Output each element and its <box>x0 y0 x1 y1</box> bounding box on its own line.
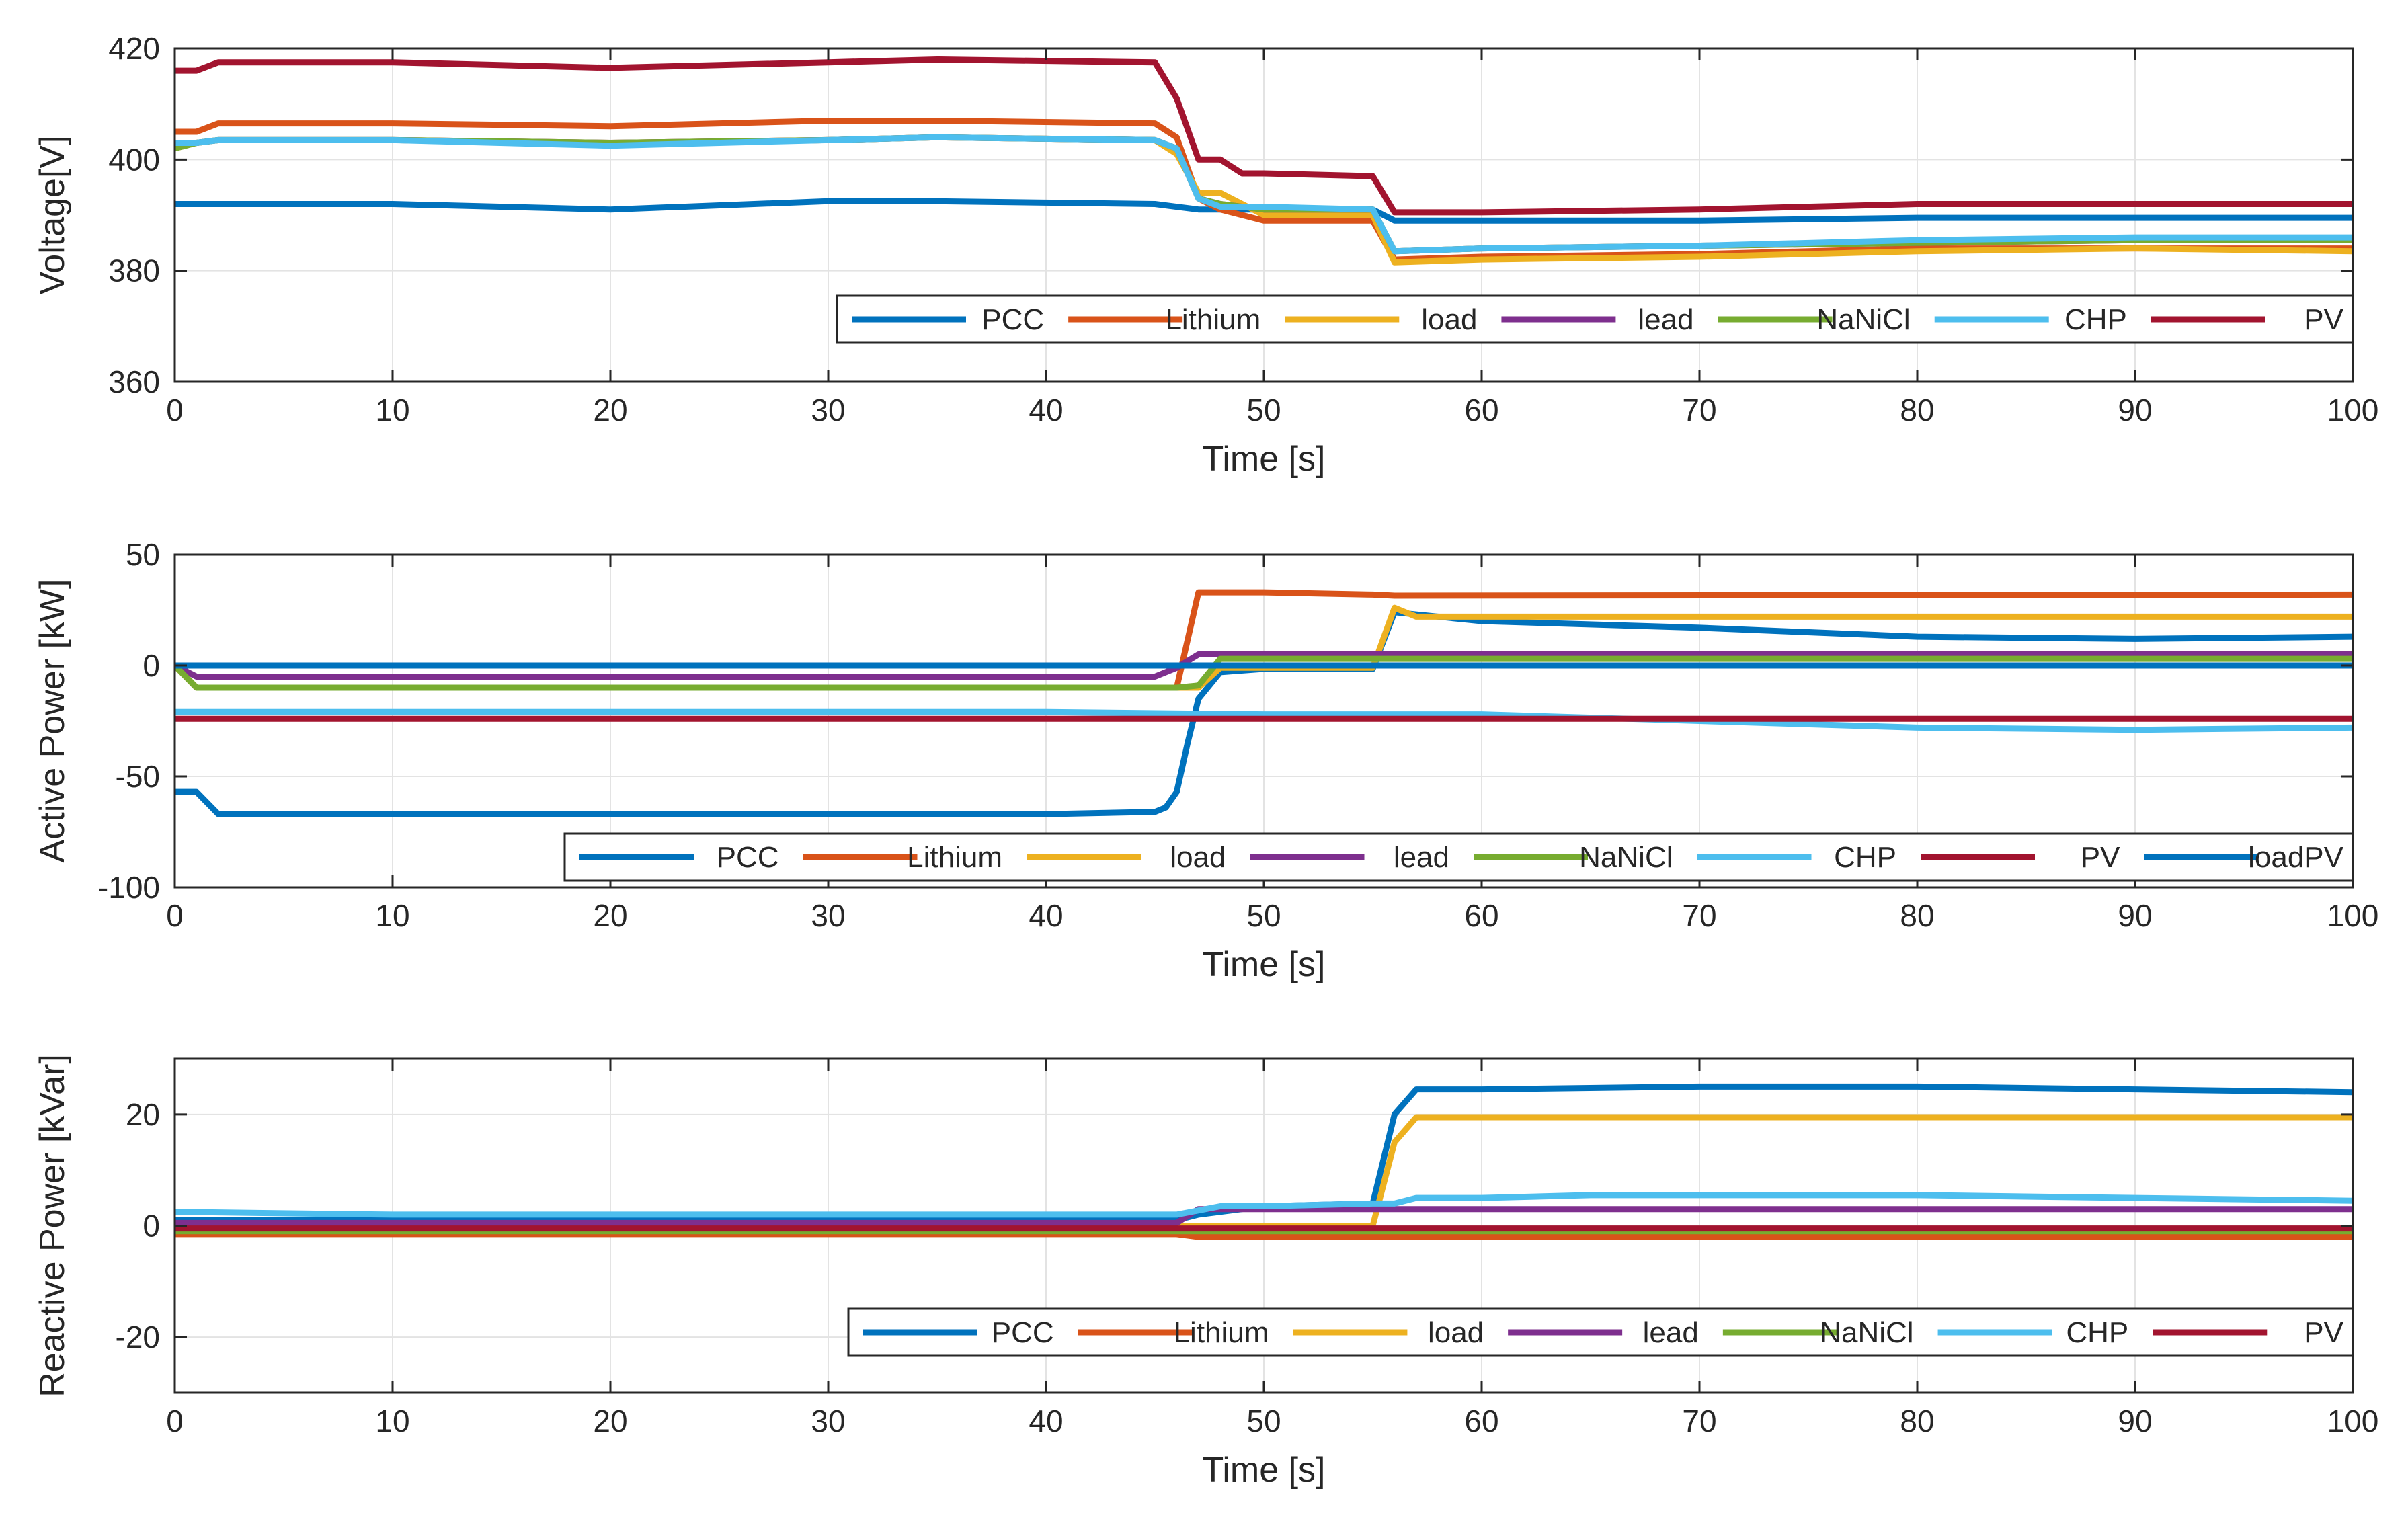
tick-marks <box>173 47 2354 383</box>
x-tick-label: 60 <box>1464 1404 1498 1438</box>
x-tick-label: 40 <box>1029 898 1063 933</box>
tick-marks <box>173 1059 2354 1393</box>
legend-label-lead: lead <box>1643 1316 1699 1349</box>
x-tick-label: 40 <box>1029 393 1063 428</box>
series-line-load <box>175 1114 2353 1229</box>
y-tick-label: -50 <box>116 759 160 794</box>
x-tick-label: 90 <box>2118 1404 2152 1438</box>
x-tick-label: 100 <box>2327 1404 2379 1438</box>
series-line-lead <box>175 651 2353 680</box>
legend-label-nanicl: NaNiCl <box>1820 1316 1913 1349</box>
y-tick-label: 20 <box>126 1097 160 1132</box>
legend-label-pv: PV <box>2304 303 2343 336</box>
x-tick-label: 10 <box>375 393 409 428</box>
legend-label-lead: lead <box>1638 303 1693 336</box>
x-tick-label: 50 <box>1246 1404 1281 1438</box>
x-tick-label: 80 <box>1900 898 1934 933</box>
series-line-chp <box>175 134 2353 255</box>
x-tick-label: 100 <box>2327 393 2379 428</box>
x-tick-label: 30 <box>811 393 845 428</box>
x-axis-label: Time [s] <box>1203 440 1326 479</box>
x-tick-label: 50 <box>1246 898 1281 933</box>
legend-label-lithium: Lithium <box>907 841 1002 874</box>
y-tick-label: 0 <box>143 1209 160 1244</box>
x-tick-label: 70 <box>1682 1404 1716 1438</box>
x-tick-label: 90 <box>2118 898 2152 933</box>
legend: PCC Lithium load lead NaNiCl CHP PV <box>847 1307 2354 1357</box>
y-tick-label: 420 <box>108 31 160 66</box>
legend-label-pcc: PCC <box>717 841 779 874</box>
x-tick-label: 10 <box>375 898 409 933</box>
legend-label-chp: CHP <box>1834 841 1896 874</box>
x-tick-label: 100 <box>2327 898 2379 933</box>
series-lines <box>175 1083 2353 1240</box>
legend-label-loadpv: loadPV <box>2248 841 2344 874</box>
legend-label-pv: PV <box>2081 841 2120 874</box>
x-tick-label: 80 <box>1900 393 1934 428</box>
series-line-nanicl <box>175 655 2353 691</box>
chart-panel-2: 0 10 20 30 40 50 60 70 80 90 100 -100 -50 0 50 Time [s]… <box>33 537 2378 984</box>
x-tick-label: 50 <box>1246 393 1281 428</box>
legend: PCC Lithium load lead NaNiCl CHP PV <box>836 294 2354 344</box>
x-tick-label: 0 <box>166 898 184 933</box>
series-line-pv <box>175 56 2353 216</box>
x-tick-label: 40 <box>1029 1404 1063 1438</box>
series-line-lithium <box>175 1231 2353 1240</box>
y-tick-label: -20 <box>116 1320 160 1354</box>
x-tick-label: 20 <box>593 393 627 428</box>
y-tick-label: 360 <box>108 364 160 399</box>
x-tick-label: 60 <box>1464 898 1498 933</box>
series-lines <box>175 589 2353 817</box>
legend-label-pcc: PCC <box>981 303 1044 336</box>
chart-panel-3: 0 10 20 30 40 50 60 70 80 90 100 -20 0 20 Time [s] Reac… <box>33 1054 2378 1490</box>
y-tick-label: 50 <box>126 537 160 572</box>
x-tick-label: 20 <box>593 1404 627 1438</box>
series-line-lead <box>175 1206 2353 1226</box>
legend-label-chp: CHP <box>2066 1316 2128 1349</box>
x-tick-label: 20 <box>593 898 627 933</box>
legend-label-lithium: Lithium <box>1174 1316 1269 1349</box>
legend-label-chp: CHP <box>2064 303 2127 336</box>
x-tick-label: 60 <box>1464 393 1498 428</box>
legend-label-load: load <box>1428 1316 1484 1349</box>
y-tick-label: -100 <box>98 870 160 905</box>
x-tick-label: 90 <box>2118 393 2152 428</box>
x-tick-label: 70 <box>1682 898 1716 933</box>
legend-label-pcc: PCC <box>992 1316 1054 1349</box>
x-tick-label: 0 <box>166 1404 184 1438</box>
legend-label-lithium: Lithium <box>1165 303 1260 336</box>
x-axis-label: Time [s] <box>1203 1451 1326 1490</box>
series-lines <box>175 56 2353 266</box>
legend-label-pv: PV <box>2304 1316 2343 1349</box>
series-line-chp <box>175 1192 2353 1218</box>
series-line-pcc <box>175 609 2353 817</box>
y-axis-label: Voltage[V] <box>33 135 72 294</box>
legend-label-lead: lead <box>1394 841 1449 874</box>
legend-label-nanicl: NaNiCl <box>1816 303 1910 336</box>
y-axis-label: Active Power [kW] <box>33 579 72 863</box>
x-axis-label: Time [s] <box>1203 945 1326 984</box>
chart-panel-1: 0 10 20 30 40 50 60 70 80 90 100 360 380 400 420 Time [… <box>33 31 2378 479</box>
x-tick-label: 10 <box>375 1404 409 1438</box>
y-tick-label: 0 <box>143 648 160 683</box>
legend-label-nanicl: NaNiCl <box>1579 841 1673 874</box>
x-tick-label: 0 <box>166 393 184 428</box>
y-axis-label: Reactive Power [kVar] <box>33 1054 72 1397</box>
x-tick-label: 70 <box>1682 393 1716 428</box>
x-tick-label: 80 <box>1900 1404 1934 1438</box>
series-line-chp <box>175 708 2353 733</box>
legend: PCC Lithium load lead NaNiCl CHP PV loadPV <box>563 832 2354 882</box>
legend-label-load: load <box>1170 841 1226 874</box>
y-tick-label: 400 <box>108 142 160 177</box>
legend-label-load: load <box>1421 303 1477 336</box>
x-tick-label: 30 <box>811 1404 845 1438</box>
y-tick-label: 380 <box>108 253 160 288</box>
x-tick-label: 30 <box>811 898 845 933</box>
